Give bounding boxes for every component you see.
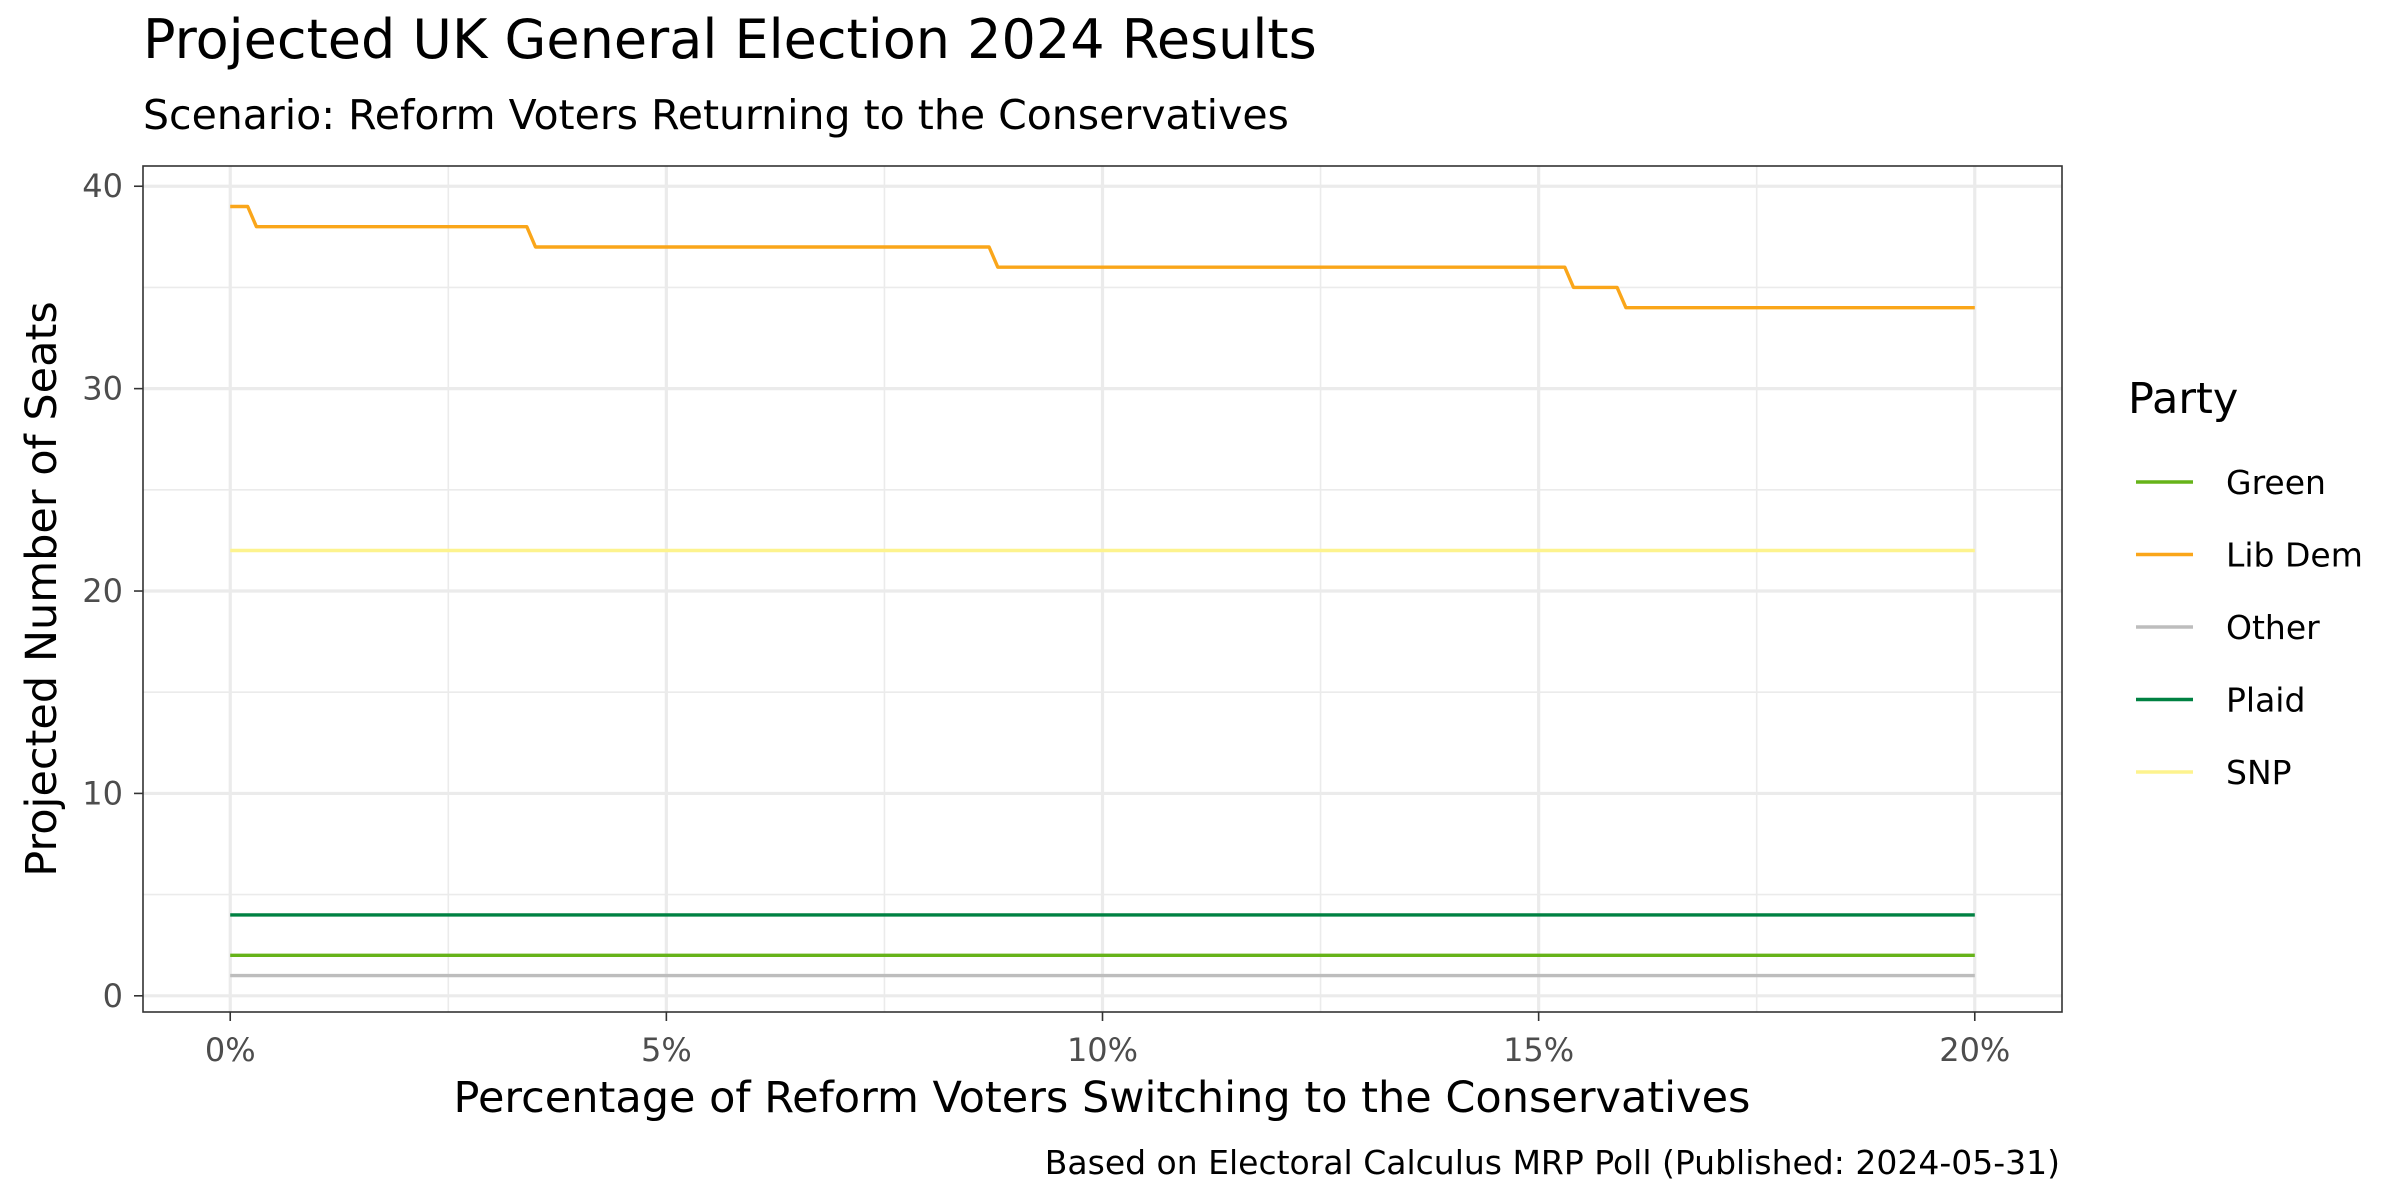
chart-subtitle: Scenario: Reform Voters Returning to the… (143, 91, 1289, 139)
x-tick-label: 15% (1503, 1031, 1574, 1069)
y-tick-label: 40 (82, 167, 123, 205)
series-line-lib-dem (230, 204, 1975, 310)
x-axis-title: Percentage of Reform Voters Switching to… (454, 1073, 1751, 1123)
y-tick-label: 10 (82, 774, 123, 812)
grid (143, 166, 2062, 1012)
y-tick-label: 30 (82, 370, 123, 408)
legend-title: Party (2128, 374, 2238, 424)
x-tick-label: 0% (205, 1031, 256, 1069)
x-tick-label: 5% (641, 1031, 692, 1069)
y-axis-title: Projected Number of Seats (17, 301, 67, 876)
legend-label: Green (2226, 463, 2326, 502)
x-tick-label: 20% (1939, 1031, 2010, 1069)
y-tick-label: 20 (82, 572, 123, 610)
x-tick-label: 10% (1067, 1031, 1138, 1069)
legend-label: Other (2226, 608, 2320, 647)
y-tick-label: 0 (103, 977, 123, 1015)
legend-label: Plaid (2226, 681, 2305, 720)
chart-title: Projected UK General Election 2024 Resul… (143, 8, 1317, 71)
legend-label: SNP (2226, 753, 2292, 792)
chart-caption: Based on Electoral Calculus MRP Poll (Pu… (1045, 1143, 2060, 1182)
series-lines (230, 204, 1975, 978)
axes: 0% 5% 10% 15% 20% 0 10 20 30 40 (82, 167, 2010, 1069)
legend: Party Green Lib Dem Other Plaid SNP (2128, 374, 2363, 792)
legend-label: Lib Dem (2226, 536, 2363, 575)
